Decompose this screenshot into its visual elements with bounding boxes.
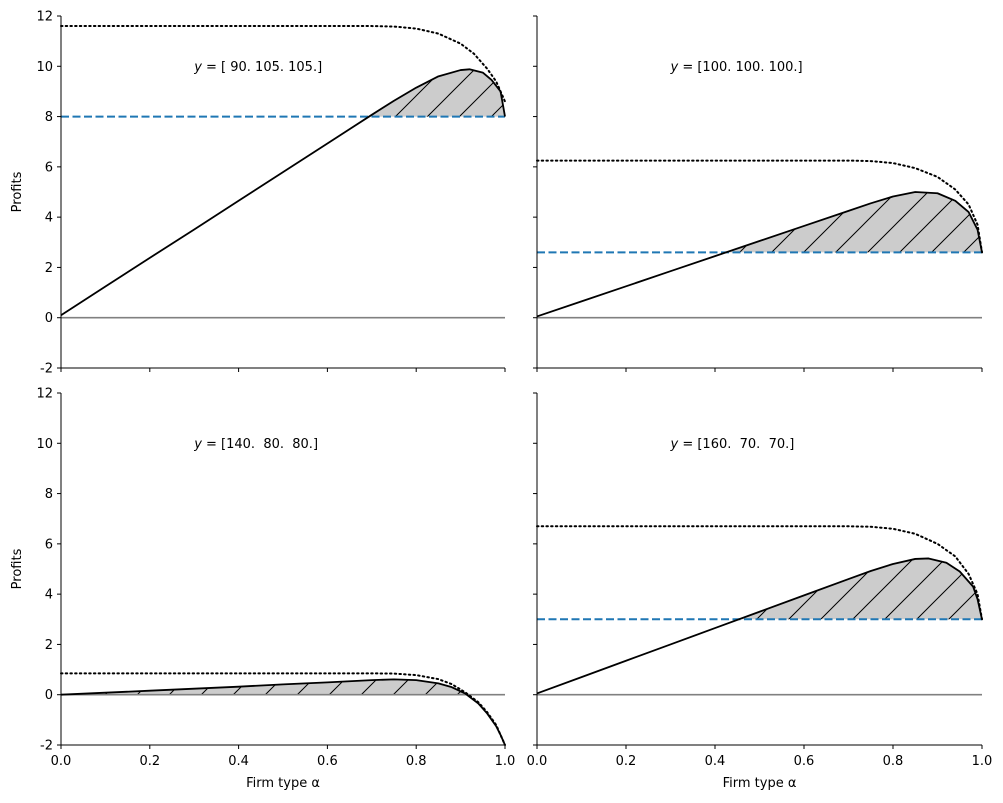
x-axis-label: Firm type α [246,776,320,791]
annotation-symbol: y [670,437,679,452]
shaded-region-hatch [371,69,505,117]
panel-top-left: -2 0 2 4 6 8 10 12 Profits y = [ 90. 105. 105.] [10,10,506,377]
y-tick-label: 2 [45,261,53,276]
y-axis-label: Profits [10,171,25,212]
x-tick-label: 0.4 [228,754,249,769]
y-tick-label: 10 [36,437,53,452]
x-tick-label: 0.4 [705,754,726,769]
annotation-symbol: y [193,60,202,75]
x-tick-label: 1.0 [495,754,516,769]
series-upper-bound [60,672,506,746]
x-tick-label: 0.8 [883,754,904,769]
y-tick-label: 0 [45,311,53,326]
x-tick-label: 0.2 [616,754,637,769]
x-tick-label: 0.6 [794,754,815,769]
annotation-text: y = [100. 100. 100.] [670,60,803,75]
y-tick-label: 12 [36,10,53,25]
x-tick-label: 0.0 [51,754,72,769]
series-profit [536,191,983,318]
y-tick-label: 6 [45,160,53,175]
series-profit [536,557,983,695]
annotation-symbol: y [670,60,679,75]
shaded-region-hatch [723,192,982,253]
y-tick-label: 4 [45,588,53,603]
x-tick-label: 1.0 [972,754,993,769]
series-upper-bound [60,25,506,103]
y-tick-label: 12 [36,387,53,402]
x-tick-label: 0.8 [406,754,427,769]
y-tick-label: 4 [45,211,53,226]
panel-bottom-left: -2 0 2 4 6 8 10 12 0.0 0.2 0.4 0.6 0.8 1.0 Profits Firm… [10,387,515,792]
y-tick-label: 2 [45,638,53,653]
x-tick-label: 0.2 [139,754,160,769]
annotation-values: = [160. 70. 70.] [678,437,794,452]
annotation-values: = [100. 100. 100.] [678,60,802,75]
annotation-text: y = [160. 70. 70.] [670,437,795,452]
x-tick-label: 0.0 [527,754,548,769]
series-upper-bound [536,159,983,254]
y-tick-label: 8 [45,110,53,125]
y-tick-label: -2 [40,362,53,377]
y-tick-label: 10 [36,60,53,75]
annotation-text: y = [140. 80. 80.] [193,437,318,452]
y-axis-label: Profits [10,548,25,589]
annotation-text: y = [ 90. 105. 105.] [193,60,322,75]
y-tick-label: 8 [45,487,53,502]
series-upper-bound [536,525,983,621]
annotation-symbol: y [193,437,202,452]
annotation-values: = [140. 80. 80.] [202,437,318,452]
x-tick-label: 0.6 [317,754,338,769]
y-tick-label: 0 [45,688,53,703]
annotation-values: = [ 90. 105. 105.] [202,60,322,75]
panel-bottom-right: 0.0 0.2 0.4 0.6 0.8 1.0 Firm type α y = [160. 7… [527,392,993,791]
series-profit [60,678,506,746]
series-profit [60,68,506,316]
shaded-region-hatch [741,558,982,620]
x-axis-label: Firm type α [723,776,797,791]
y-tick-label: 6 [45,537,53,552]
panel-top-right: y = [100. 100. 100.] [533,15,983,372]
y-tick-label: -2 [40,739,53,754]
